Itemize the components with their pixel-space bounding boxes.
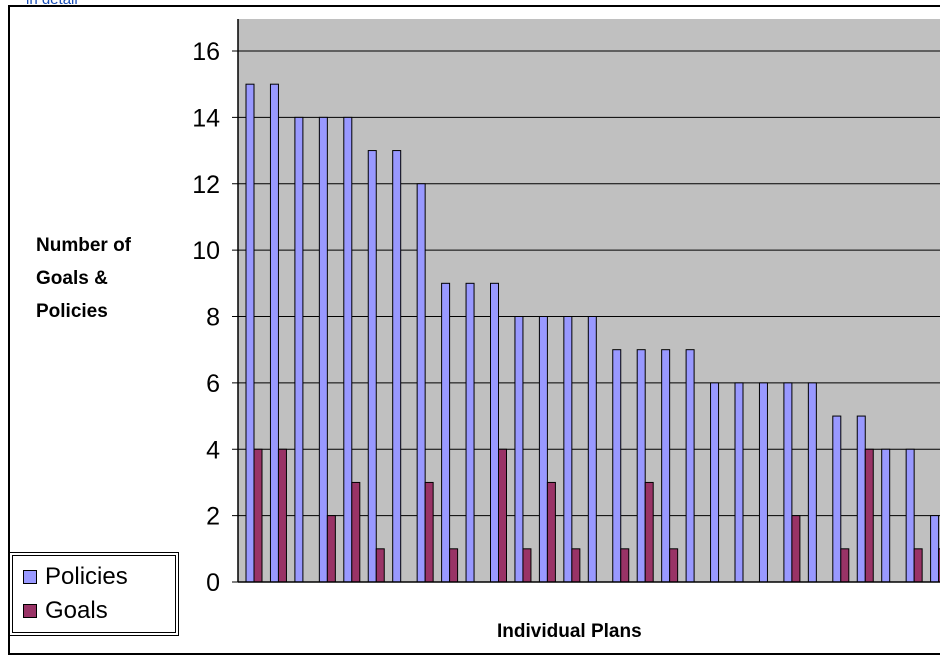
y-tick-label: 12: [192, 171, 220, 199]
page-caption: in detail: [26, 0, 78, 8]
y-tick-label: 2: [206, 503, 220, 531]
bar-policies-5: [343, 116, 353, 583]
x-axis-label: Individual Plans: [497, 621, 642, 642]
bar-goals-26: [864, 448, 874, 583]
bar-policies-24: [807, 382, 817, 583]
bar-policies-11: [490, 282, 499, 583]
bar-goals-4: [326, 515, 336, 583]
bar-policies-25: [832, 415, 842, 583]
bar-goals-23: [791, 515, 801, 583]
y-tick-label: 14: [192, 104, 220, 132]
y-tick-label: 10: [192, 237, 220, 265]
bar-policies-17: [636, 349, 646, 583]
bar-policies-21: [734, 382, 744, 583]
bar-goals-28: [913, 548, 923, 583]
bar-policies-22: [758, 382, 768, 583]
bar-policies-15: [587, 316, 597, 583]
bar-goals-16: [620, 548, 630, 583]
bar-goals-29: [938, 548, 940, 583]
bar-goals-6: [375, 548, 385, 583]
legend-item-policies: Policies: [23, 560, 128, 594]
bar-goals-1: [253, 448, 263, 583]
bar-goals-12: [522, 548, 532, 583]
y-tick-label: 8: [206, 304, 220, 332]
legend-label-policies: Policies: [45, 563, 128, 590]
bar-policies-27: [881, 448, 891, 583]
bar-policies-3: [294, 116, 304, 583]
bar-policies-10: [465, 282, 475, 583]
bar-goals-8: [424, 481, 434, 583]
y-tick-label: 6: [206, 370, 220, 398]
legend-label-goals: Goals: [45, 597, 108, 624]
y-tick-label: 0: [206, 569, 220, 597]
bar-goals-17: [644, 481, 654, 583]
bar-policies-26: [856, 415, 866, 583]
bar-policies-28: [905, 448, 915, 583]
legend-swatch-policies: [23, 570, 37, 584]
bar-policies-29: [930, 515, 940, 583]
y-axis-label: Number of Goals & Policies: [36, 235, 131, 322]
bar-policies-1: [245, 83, 255, 583]
bar-policies-18: [661, 349, 671, 583]
chart-legend: Policies Goals: [9, 552, 179, 636]
y-tick-label: 16: [192, 38, 220, 66]
bar-goals-2: [277, 448, 287, 583]
bar-policies-7: [392, 150, 402, 583]
bar-policies-19: [685, 349, 695, 583]
bar-policies-4: [318, 116, 328, 583]
bar-policies-9: [441, 282, 451, 583]
bar-policies-2: [269, 83, 279, 583]
bar-policies-23: [783, 382, 793, 583]
bar-policies-12: [514, 316, 524, 583]
legend-item-goals: Goals: [23, 594, 108, 628]
bar-goals-18: [669, 548, 679, 583]
bar-goals-14: [571, 548, 581, 583]
bar-policies-14: [563, 316, 573, 583]
bar-policies-13: [538, 316, 548, 583]
bar-policies-20: [710, 382, 720, 583]
bar-goals-5: [351, 481, 361, 583]
bar-goals-11: [498, 448, 507, 583]
bar-policies-16: [612, 349, 622, 583]
bar-goals-13: [546, 481, 556, 583]
bar-goals-25: [840, 548, 850, 583]
legend-swatch-goals: [23, 604, 37, 618]
y-tick-label: 4: [206, 436, 220, 464]
bar-policies-6: [367, 150, 377, 583]
bar-goals-9: [449, 548, 459, 583]
bar-policies-8: [416, 183, 426, 583]
